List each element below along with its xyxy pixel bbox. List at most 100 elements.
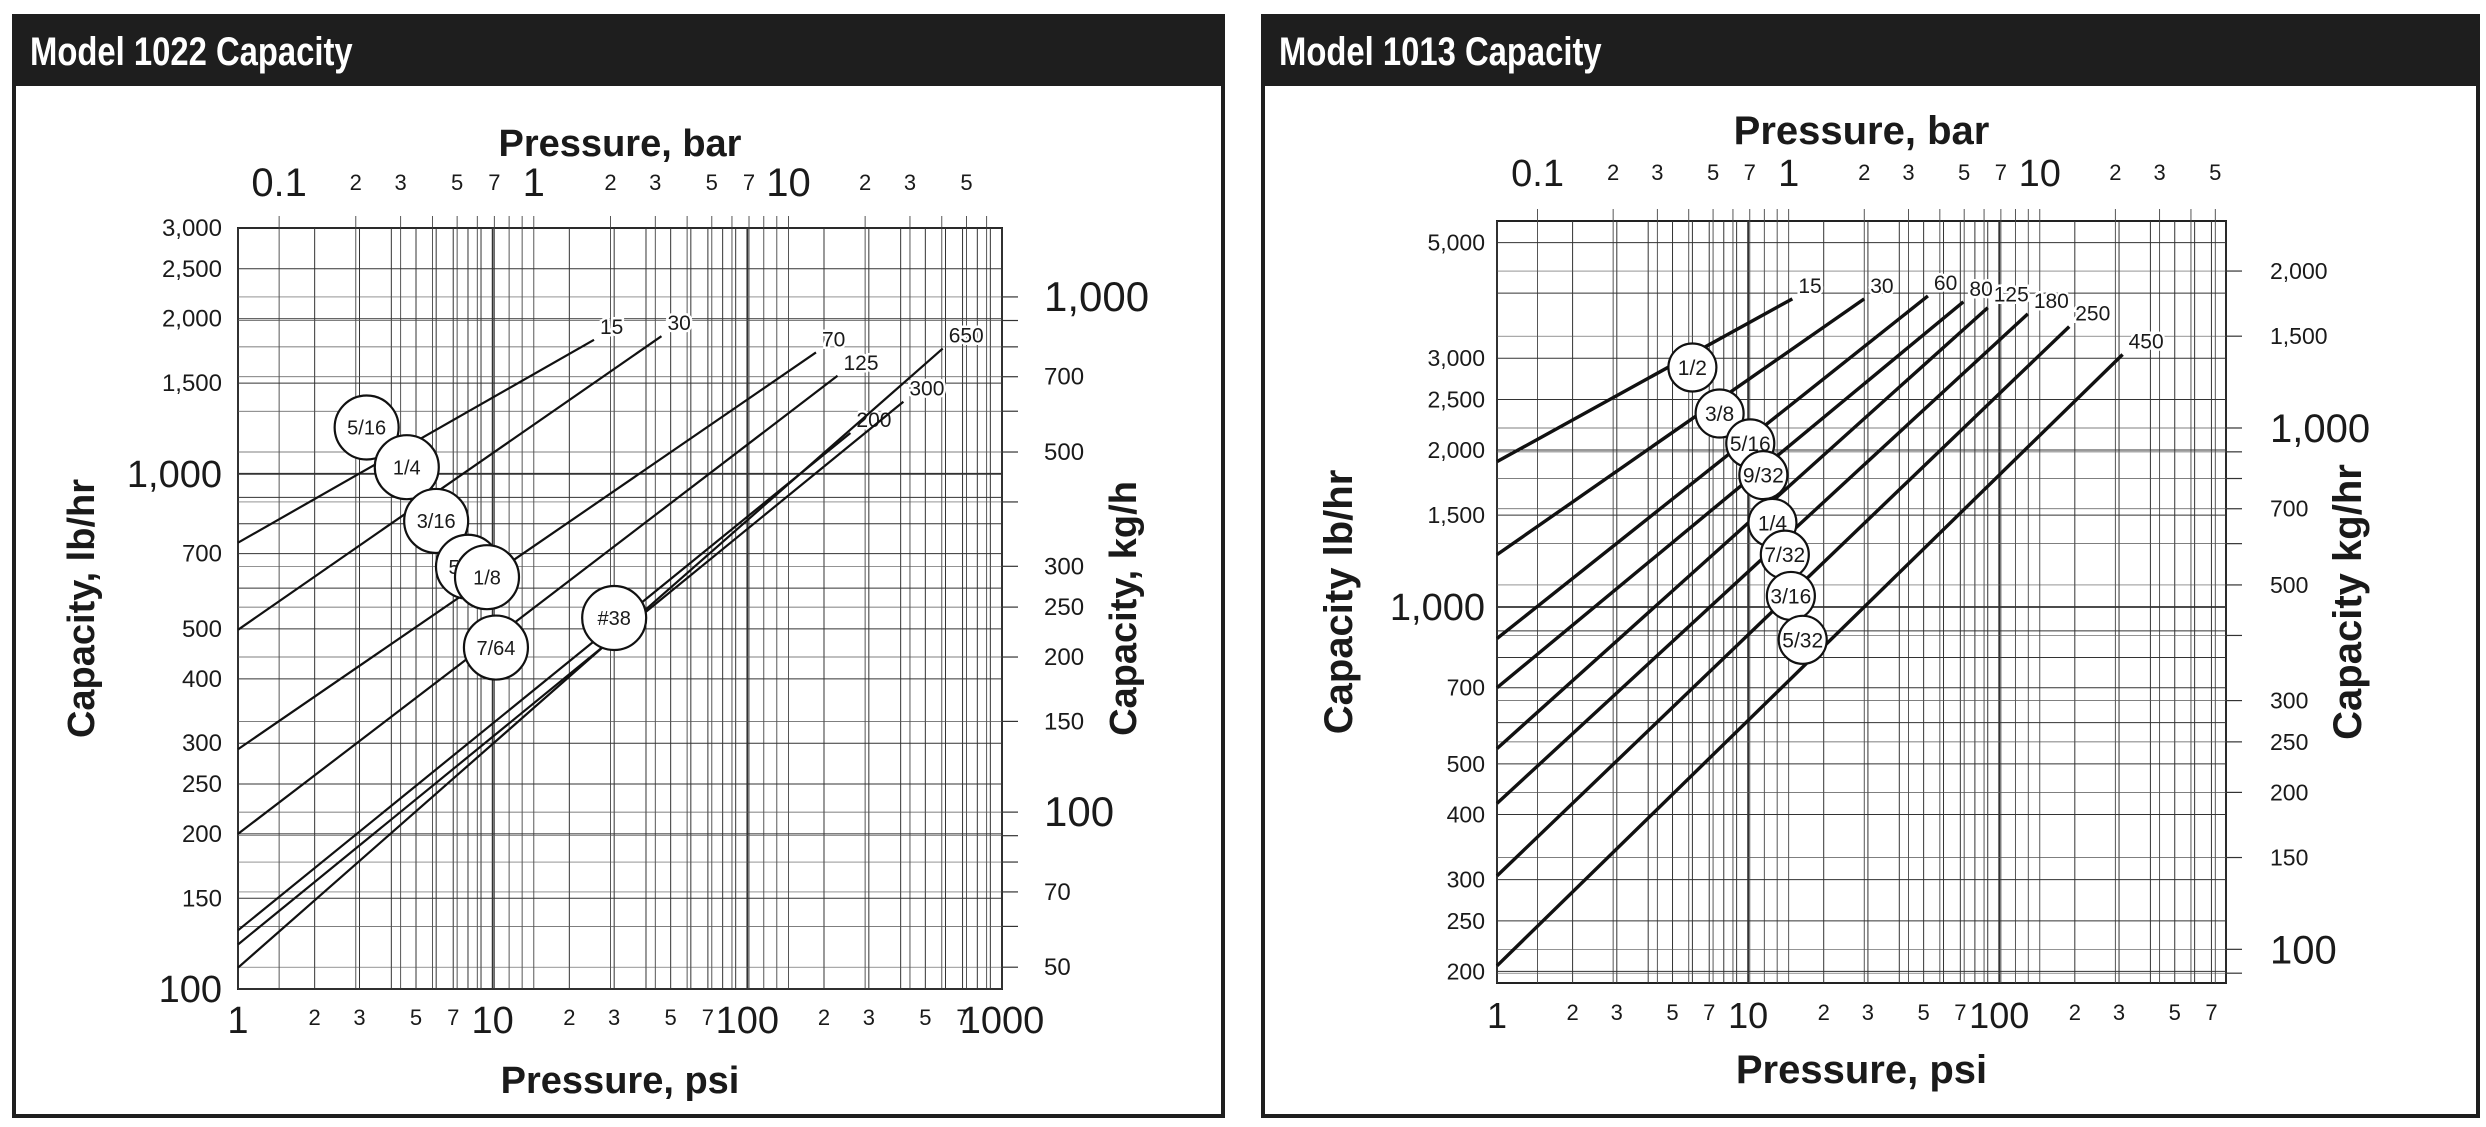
x-tick-label: 10: [1728, 995, 1768, 1036]
x-tick-label: 1: [227, 1000, 248, 1042]
bar-tick-label-minor: 2: [1858, 160, 1870, 185]
y-tick-label: 1,000: [1390, 587, 1485, 629]
y-tick-label: 150: [182, 885, 222, 912]
orifice-circle: [403, 487, 470, 555]
orifice-label: 3/8: [1705, 403, 1734, 426]
x-tick-label-minor: 7: [447, 1005, 459, 1030]
series-line-30: [237, 335, 663, 631]
orifice-label: 7/32: [1764, 544, 1805, 567]
y-tick-label: 700: [1447, 675, 1485, 701]
series-label-450: 450: [2129, 330, 2164, 353]
bar-tick-label-minor: 5: [1707, 160, 1719, 185]
x-tick-label-minor: 3: [2113, 1000, 2125, 1025]
kg-tick-label: 100: [1044, 788, 1114, 835]
x-tick-label: 1: [1487, 995, 1507, 1036]
x-tick-label-minor: 7: [1703, 1000, 1715, 1025]
bar-tick-label-minor: 2: [2109, 160, 2121, 185]
y-tick-label: 400: [182, 666, 222, 693]
kg-tick-label: 700: [1044, 364, 1084, 391]
y-tick-label: 1,500: [162, 370, 222, 397]
x-tick-label-minor: 3: [608, 1005, 620, 1030]
bar-tick-label-minor: 3: [1902, 160, 1914, 185]
kg-tick-label: 150: [2270, 845, 2308, 871]
series-label-650: 650: [949, 325, 984, 348]
y-tick-label: 2,000: [162, 306, 222, 333]
series-label-125: 125: [844, 352, 879, 375]
kg-tick-label: 200: [2270, 779, 2308, 805]
x-tick-label: 100: [1969, 995, 2029, 1036]
bar-tick-label-minor: 3: [2153, 160, 2165, 185]
y-tick-label: 100: [159, 969, 222, 1011]
bar-tick-label-minor: 3: [395, 170, 407, 195]
bar-tick-label: 1: [523, 161, 545, 205]
kg-tick-label: 300: [1044, 553, 1084, 580]
bar-tick-label: 10: [2019, 153, 2061, 195]
orifice-circle: [1738, 450, 1789, 501]
orifice-label: 5/32: [1782, 629, 1823, 652]
y-tick-label: 700: [182, 541, 222, 568]
panel-title: Model 1013 Capacity: [1265, 18, 2476, 86]
orifice-label: 7/64: [476, 638, 515, 660]
kg-tick-label: 1,000: [1044, 273, 1149, 320]
x-tick-label-minor: 2: [309, 1005, 321, 1030]
kg-tick-label: 250: [1044, 594, 1084, 621]
x-tick-label: 100: [716, 1000, 779, 1042]
x-tick-label-minor: 2: [563, 1005, 575, 1030]
bar-tick-label-minor: 3: [1651, 160, 1663, 185]
x-tick-label-minor: 5: [2169, 1000, 2181, 1025]
series-label-200: 200: [856, 409, 891, 432]
y-tick-label: 200: [1447, 958, 1485, 984]
kg-tick-label: 250: [2270, 729, 2308, 755]
x-tick-label-minor: 3: [1862, 1000, 1874, 1025]
kg-axis-title: Capacity, kg/h: [1103, 481, 1145, 736]
kg-tick-label: 1,000: [2270, 407, 2370, 451]
orifice-circle: [1667, 342, 1718, 393]
orifice-label: 1/4: [393, 457, 421, 479]
bar-tick-label-minor: 3: [649, 170, 661, 195]
orifice-label: 1/4: [1758, 512, 1788, 535]
y-tick-label: 2,000: [1427, 437, 1485, 463]
bar-axis-title: Pressure, bar: [1734, 109, 1990, 153]
orifice-circle: [1694, 388, 1745, 439]
bar-tick-label-minor: 7: [1995, 160, 2007, 185]
orifice-circle: [1777, 614, 1828, 665]
capacity-chart-1013: 1 2 3 5 7 10 2 3 5 7 100 2 3 5 70.1 2 3 5 7 1 2 3 5 7 10 2 3 520025…: [1317, 109, 2370, 1092]
kg-tick-label: 700: [2270, 496, 2308, 522]
y-tick-label: 2,500: [162, 256, 222, 283]
series-line-650: [237, 347, 944, 969]
series-line-70: [237, 351, 817, 751]
x-tick-label-minor: 5: [1918, 1000, 1930, 1025]
series-label-30: 30: [667, 312, 690, 335]
orifice-circle: [462, 614, 530, 681]
y-axis-title: Capacity lb/hr: [1317, 470, 1361, 735]
orifice-label: 1/2: [1678, 357, 1707, 380]
bar-tick-label-minor: 5: [706, 170, 718, 195]
bar-tick-label-minor: 7: [743, 170, 755, 195]
bar-tick-label-minor: 5: [1958, 160, 1970, 185]
series-label-30: 30: [1870, 275, 1893, 298]
y-tick-label: 250: [1447, 908, 1485, 934]
orifice-circle: [373, 434, 440, 501]
bar-tick-label: 1: [1778, 153, 1799, 195]
kg-tick-label: 100: [2270, 928, 2337, 972]
orifice-circle: [581, 584, 648, 652]
y-axis-title: Capacity, lb/hr: [61, 479, 103, 738]
x-tick-label-minor: 3: [863, 1005, 875, 1030]
kg-tick-label: 300: [2270, 688, 2308, 714]
y-tick-label: 5,000: [1427, 230, 1485, 256]
orifice-label: 5/16: [1730, 433, 1771, 456]
y-tick-label: 1,500: [1427, 502, 1485, 528]
bar-tick-label-minor: 7: [1744, 160, 1756, 185]
x-tick-label-minor: 7: [956, 1005, 968, 1030]
bar-axis-title: Pressure, bar: [499, 123, 742, 165]
orifice-label: 3/16: [1770, 585, 1811, 608]
chart-panel-1022: Model 1022 Capacity 1 2 3 5 7 10 2 3 5 7 100 2 3 5 7 10…: [12, 14, 1225, 1118]
bar-tick-label-minor: 2: [859, 170, 871, 195]
series-line-30: [1496, 297, 1866, 557]
orifice-label: 3/16: [417, 511, 456, 533]
y-tick-label: 1,000: [127, 454, 222, 496]
bar-tick-label-minor: 7: [488, 170, 500, 195]
bar-tick-label-minor: 2: [350, 170, 362, 195]
bar-tick-label-minor: 5: [960, 170, 972, 195]
